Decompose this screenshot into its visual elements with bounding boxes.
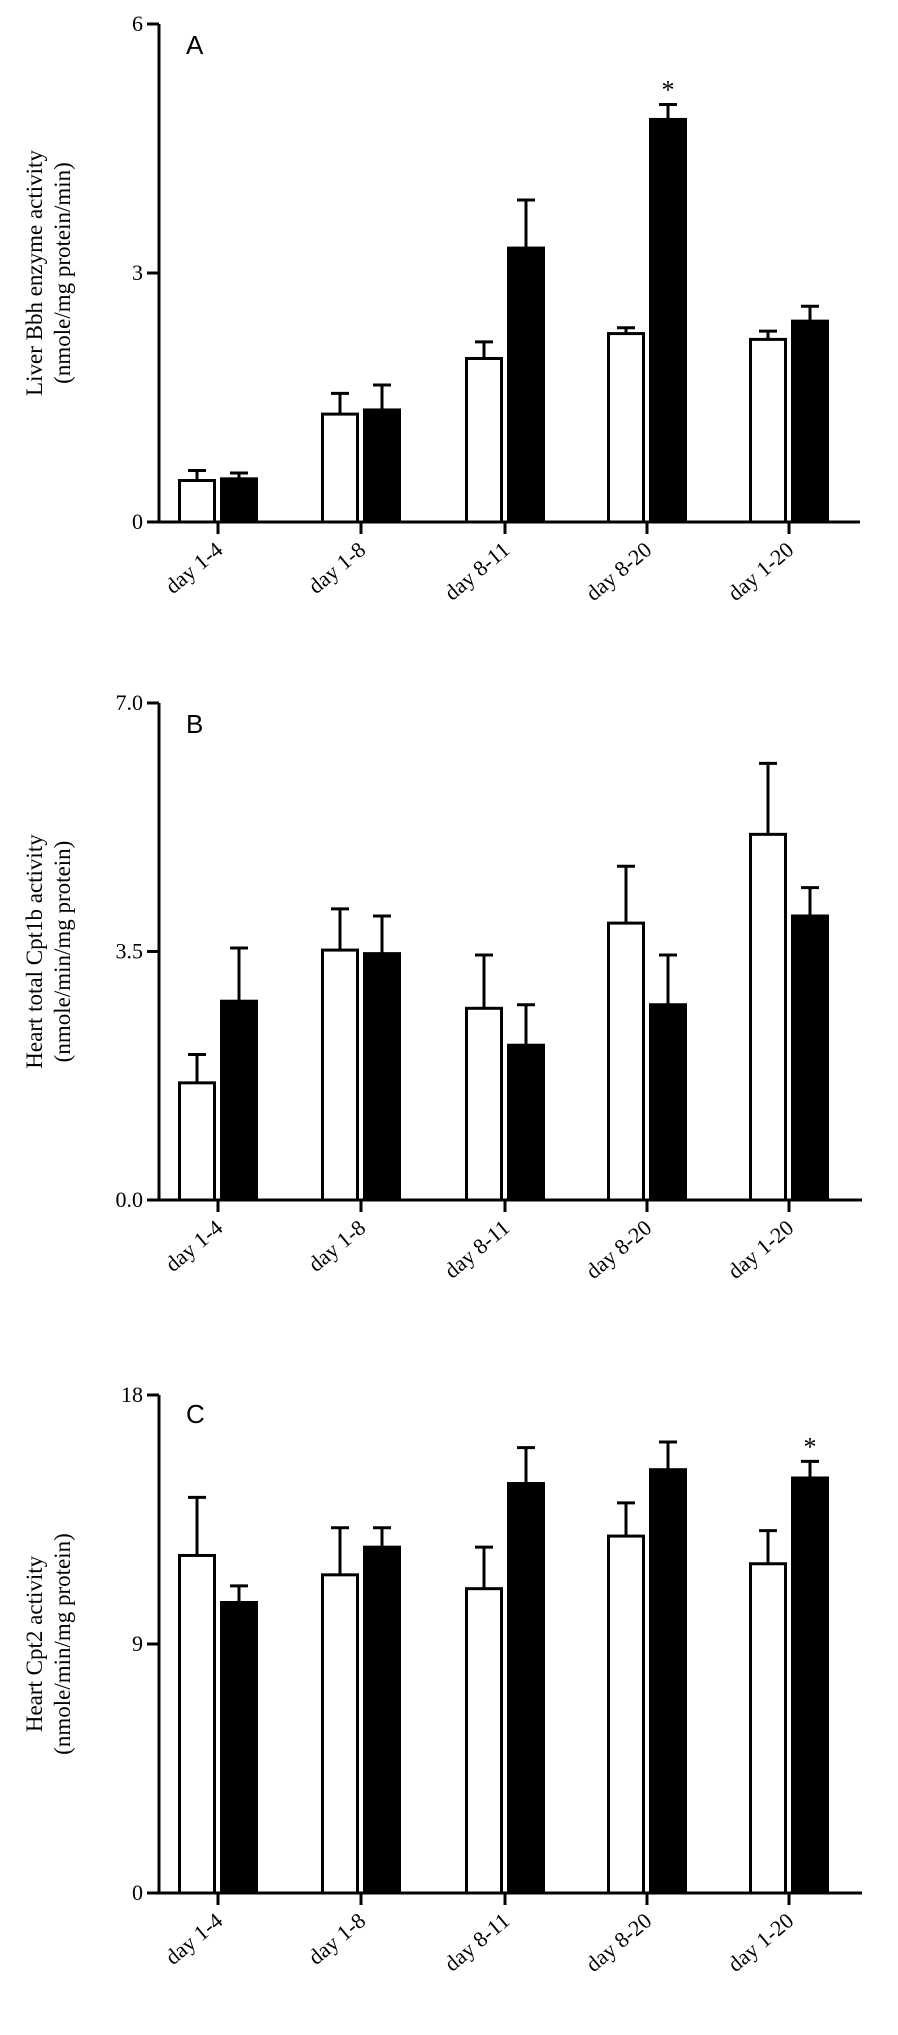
panel-b-bar-filled-3 xyxy=(507,1043,545,1202)
panel-a-category-label-5: day 1-20 xyxy=(723,537,799,606)
panel-c-bar-open-5 xyxy=(749,1562,787,1895)
panel-a-y-tick-label-1: 0 xyxy=(132,509,143,534)
panel-c-bar-filled-1 xyxy=(220,1601,258,1895)
panel-c-letter: C xyxy=(186,1399,205,1429)
panel-c-category-label-4: day 8-20 xyxy=(581,1908,657,1977)
panel-a-category-label-2: day 1-8 xyxy=(303,537,370,599)
panel-c-y-tick-label-2: 9 xyxy=(132,1631,143,1656)
panel-b-category-label-5: day 1-20 xyxy=(723,1215,799,1284)
panel-a-bar-open-5 xyxy=(749,337,787,524)
panel-a-bar-open-1 xyxy=(178,479,216,524)
panel-a-y-axis-title-line-1: Liver Bbh enzyme activity xyxy=(22,150,47,396)
panel-c-y-axis-title-line-1: Heart Cpt2 activity xyxy=(22,1555,47,1732)
panel-c-bar-open-3 xyxy=(465,1587,503,1895)
panel-a-significance-marker: * xyxy=(662,76,675,105)
panel-b-bar-filled-4 xyxy=(649,1003,687,1202)
panel-b-y-tick-label-1: 0.0 xyxy=(116,1187,144,1212)
panel-b-category-label-1: day 1-4 xyxy=(160,1215,227,1277)
panel-c-bar-open-1 xyxy=(178,1553,216,1895)
panel-a-letter: A xyxy=(186,30,204,60)
panel-a-y-tick-label-2: 3 xyxy=(132,260,143,285)
panel-b-y-axis-title-line-2: (nmole/min/mg protein) xyxy=(50,841,75,1063)
panel-c-category-label-2: day 1-8 xyxy=(303,1908,370,1970)
panel-c-bar-filled-5 xyxy=(791,1476,829,1895)
panel-a-bar-open-3 xyxy=(465,356,503,524)
panel-b-category-label-4: day 8-20 xyxy=(581,1215,657,1284)
panel-b-bar-filled-2 xyxy=(363,952,401,1202)
panel-a-y-tick-label-3: 6 xyxy=(132,11,143,36)
panel-b-bar-open-4 xyxy=(607,921,645,1202)
panel-c-significance-marker: * xyxy=(804,1432,817,1461)
panel-c-category-label-5: day 1-20 xyxy=(723,1908,799,1977)
panel-a-bar-filled-4 xyxy=(649,117,687,524)
panel-a-bar-filled-3 xyxy=(507,246,545,524)
panel-c-y-axis-title-line-2: (nmole/min/mg protein) xyxy=(50,1533,75,1755)
panel-c-category-label-3: day 8-11 xyxy=(439,1908,514,1977)
panel-b-bar-open-5 xyxy=(749,832,787,1202)
panel-b-category-label-3: day 8-11 xyxy=(439,1215,514,1284)
panel-b-letter: B xyxy=(186,709,203,739)
panel-c-bar-filled-4 xyxy=(649,1468,687,1895)
panel-b-bar-open-1 xyxy=(178,1081,216,1202)
panel-c-bar-filled-2 xyxy=(363,1545,401,1895)
panel-a-category-label-1: day 1-4 xyxy=(160,537,227,599)
panel-b-bar-open-2 xyxy=(321,948,359,1202)
panel-b-y-tick-label-3: 7.0 xyxy=(116,690,144,715)
panel-a-y-axis-title-line-2: (nmole/mg protein/min) xyxy=(50,162,75,384)
panel-c-bar-open-2 xyxy=(321,1573,359,1895)
panel-b-y-axis-title-line-1: Heart total Cpt1b activity xyxy=(22,834,47,1069)
panel-a-bar-open-2 xyxy=(321,412,359,524)
panel-a-bar-open-4 xyxy=(607,332,645,524)
panel-b-y-tick-label-2: 3.5 xyxy=(116,939,144,964)
panel-b-bar-filled-1 xyxy=(220,999,258,1202)
panel-b-bar-open-3 xyxy=(465,1006,503,1202)
panel-c-bar-filled-3 xyxy=(507,1482,545,1895)
panel-c-bar-open-4 xyxy=(607,1534,645,1895)
panel-a-category-label-4: day 8-20 xyxy=(581,537,657,606)
panel-c-category-label-1: day 1-4 xyxy=(160,1908,227,1970)
panel-b-category-label-2: day 1-8 xyxy=(303,1215,370,1277)
panel-a-category-label-3: day 8-11 xyxy=(439,537,514,606)
panel-b-bar-filled-5 xyxy=(791,914,829,1202)
panel-c-y-tick-label-3: 18 xyxy=(121,1382,143,1407)
panel-c-y-tick-label-1: 0 xyxy=(132,1880,143,1905)
panel-a-bar-filled-2 xyxy=(363,408,401,524)
panel-a-bar-filled-5 xyxy=(791,319,829,524)
panel-a-bar-filled-1 xyxy=(220,477,258,524)
